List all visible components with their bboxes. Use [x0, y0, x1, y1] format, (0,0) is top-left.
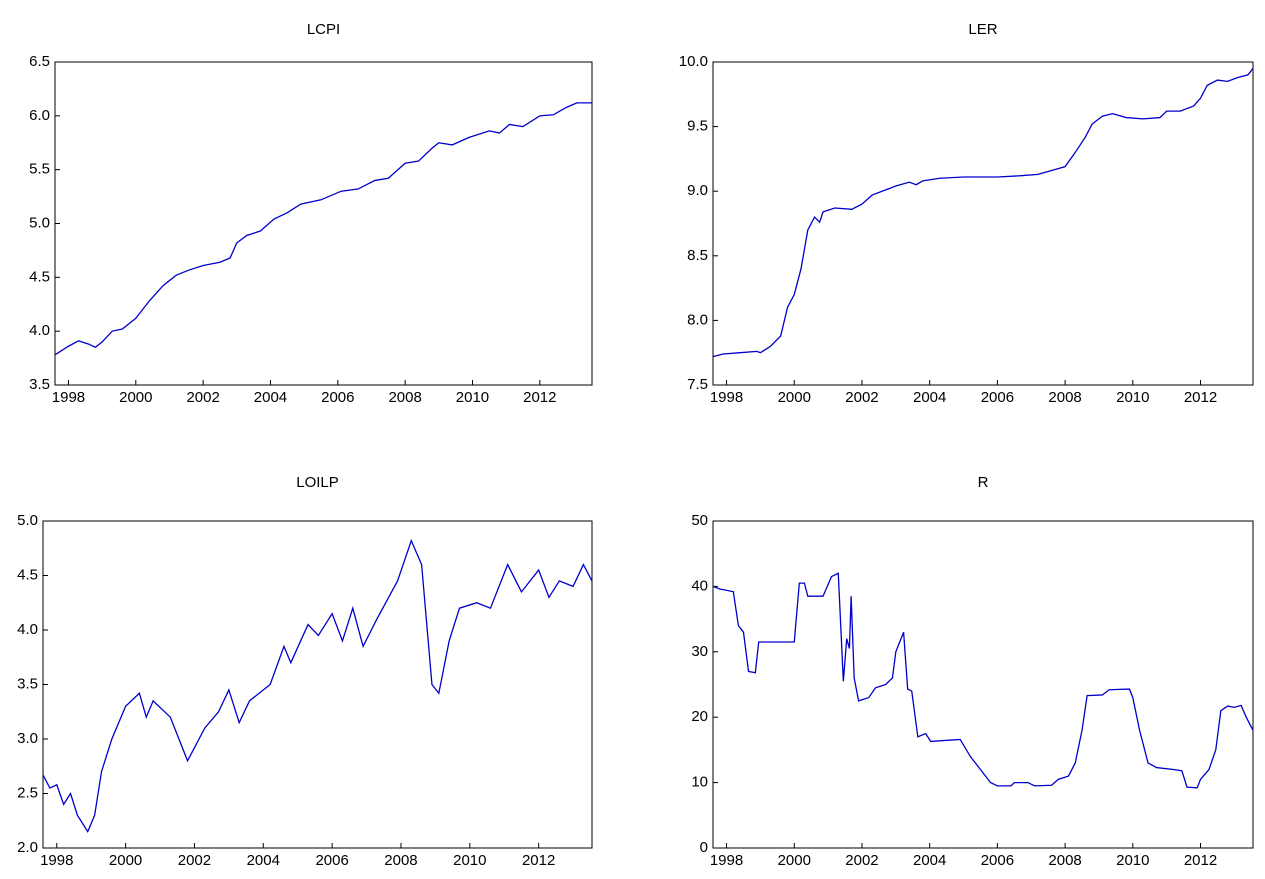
series-line [712, 68, 1254, 358]
x-tick-label: 2012 [1184, 852, 1217, 869]
y-tick-label: 6.0 [29, 107, 50, 124]
x-tick-label: 2004 [247, 852, 280, 869]
y-tick-label: 8.0 [687, 311, 708, 328]
y-tick-label: 9.0 [687, 182, 708, 199]
x-tick-label: 2002 [186, 389, 219, 406]
x-tick-label: 1998 [40, 852, 73, 869]
y-tick-label: 50 [691, 512, 708, 529]
x-tick-label: 2010 [1116, 852, 1149, 869]
y-tick-label: 4.5 [17, 566, 38, 583]
chart-title: LCPI [307, 21, 340, 38]
chart-title: R [978, 474, 989, 491]
y-tick-label: 5.5 [29, 161, 50, 178]
x-tick-label: 1998 [710, 852, 743, 869]
x-tick-label: 2000 [778, 389, 811, 406]
y-tick-label: 0 [700, 839, 708, 856]
series-line [42, 538, 593, 834]
y-tick-label: 7.5 [687, 376, 708, 393]
x-tick-label: 1998 [52, 389, 85, 406]
chart-title: LOILP [296, 474, 339, 491]
y-tick-label: 9.5 [687, 118, 708, 135]
series-line [712, 572, 1254, 789]
y-tick-label: 30 [691, 643, 708, 660]
x-tick-label: 2008 [1048, 852, 1081, 869]
x-tick-label: 2008 [1048, 389, 1081, 406]
y-tick-label: 5.0 [17, 512, 38, 529]
y-tick-label: 4.5 [29, 268, 50, 285]
y-tick-label: 3.5 [17, 675, 38, 692]
x-tick-label: 2006 [321, 389, 354, 406]
x-tick-label: 2006 [981, 389, 1014, 406]
y-tick-label: 5.0 [29, 214, 50, 231]
plot-frame [54, 61, 593, 386]
y-tick-label: 4.0 [17, 621, 38, 638]
x-tick-label: 2002 [845, 389, 878, 406]
series-line [54, 102, 592, 356]
x-tick-label: 2002 [845, 852, 878, 869]
x-tick-label: 2012 [523, 389, 556, 406]
y-tick-label: 40 [691, 577, 708, 594]
y-tick-label: 6.5 [29, 53, 50, 70]
y-tick-label: 20 [691, 708, 708, 725]
x-tick-label: 2008 [384, 852, 417, 869]
x-tick-label: 2012 [1184, 389, 1217, 406]
plot-frame [42, 520, 593, 849]
y-tick-label: 8.5 [687, 247, 708, 264]
x-tick-label: 2010 [456, 389, 489, 406]
chart-title: LER [968, 21, 997, 38]
y-tick-label: 2.5 [17, 784, 38, 801]
x-tick-label: 2000 [778, 852, 811, 869]
x-tick-label: 2006 [981, 852, 1014, 869]
x-tick-label: 2000 [109, 852, 142, 869]
plot-frame [712, 520, 1254, 849]
x-tick-label: 2004 [913, 852, 946, 869]
x-tick-label: 1998 [710, 389, 743, 406]
y-tick-label: 3.0 [17, 730, 38, 747]
x-tick-label: 2000 [119, 389, 152, 406]
x-tick-label: 2010 [453, 852, 486, 869]
x-tick-label: 2010 [1116, 389, 1149, 406]
plot-frame [712, 61, 1254, 386]
y-tick-label: 10.0 [679, 53, 708, 70]
x-tick-label: 2008 [388, 389, 421, 406]
y-tick-label: 2.0 [17, 839, 38, 856]
x-tick-label: 2004 [254, 389, 287, 406]
x-tick-label: 2002 [178, 852, 211, 869]
x-tick-label: 2006 [315, 852, 348, 869]
y-tick-label: 4.0 [29, 322, 50, 339]
x-tick-label: 2004 [913, 389, 946, 406]
x-tick-label: 2012 [522, 852, 555, 869]
y-tick-label: 3.5 [29, 376, 50, 393]
y-tick-label: 10 [691, 774, 708, 791]
